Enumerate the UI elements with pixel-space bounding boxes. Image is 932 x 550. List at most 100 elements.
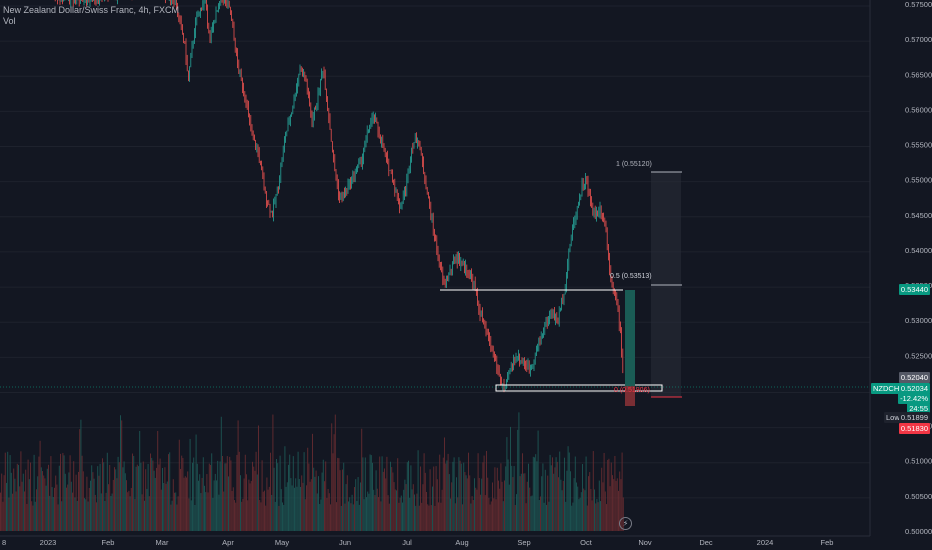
volume-bar — [436, 479, 438, 531]
volume-bar — [289, 454, 291, 531]
volume-bar — [135, 466, 137, 531]
volume-bar — [422, 484, 424, 531]
volume-bar — [223, 491, 225, 531]
time-axis[interactable]: 8 2023 Feb Mar Apr May Jun Jul Aug Sep Oct Nov Dec 20… — [0, 535, 870, 547]
volume-bar — [446, 460, 448, 531]
volume-bar — [153, 470, 155, 531]
volume-bar — [621, 452, 623, 531]
volume-bar — [129, 496, 131, 531]
volume-bar — [464, 472, 466, 531]
volume-bar — [182, 457, 184, 531]
volume-bar — [72, 492, 73, 531]
volume-bar — [192, 462, 193, 531]
volume-bar — [304, 499, 306, 531]
support-zone-rect[interactable] — [495, 384, 663, 392]
volume-bar — [295, 478, 297, 531]
volume-bar — [147, 464, 149, 531]
volume-bar — [578, 499, 580, 531]
volume-bar — [178, 439, 180, 531]
volume-legend-label[interactable]: Vol — [3, 16, 16, 26]
volume-bar — [169, 452, 171, 531]
volume-bar — [584, 490, 586, 531]
volume-bar — [416, 493, 418, 531]
volume-bar — [616, 478, 618, 531]
lightning-icon[interactable]: ⚡ — [619, 517, 632, 530]
position-profit-zone[interactable] — [625, 290, 635, 386]
volume-bar — [226, 456, 228, 531]
volume-bar — [388, 503, 390, 531]
volume-bar — [469, 475, 471, 531]
volume-bar — [582, 464, 583, 531]
volume-bar — [486, 450, 487, 531]
volume-bar — [74, 497, 76, 531]
volume-bar — [106, 452, 108, 531]
volume-bar — [559, 451, 561, 531]
volume-bar — [602, 482, 604, 531]
price-tick-label: 0.55500 — [905, 141, 932, 150]
volume-bar — [603, 452, 605, 531]
volume-bar — [320, 499, 322, 531]
volume-bar — [140, 462, 142, 531]
volume-bar — [134, 499, 136, 531]
low-price-label: 0.51899 — [898, 412, 930, 423]
change-percent-label: -12.42% — [898, 393, 930, 404]
volume-bar — [139, 430, 141, 531]
volume-bar — [606, 504, 607, 531]
chart-legend: New Zealand Dollar/Swiss Franc, 4h, FXCM… — [3, 5, 179, 27]
fib-level-0-label: 0 (0.51906) — [614, 387, 650, 394]
volume-bars — [0, 412, 624, 531]
fib-price-label: 0.53440 — [898, 284, 930, 295]
volume-bar — [232, 487, 234, 531]
volume-bar — [123, 461, 125, 531]
volume-bar — [568, 452, 570, 531]
volume-bar — [268, 486, 270, 531]
volume-bar — [518, 412, 520, 531]
volume-bar — [60, 453, 61, 531]
volume-bar — [84, 498, 85, 531]
volume-bar — [529, 487, 531, 531]
volume-bar — [228, 476, 229, 531]
volume-bar — [27, 459, 29, 531]
volume-bar — [15, 491, 17, 531]
volume-bar — [350, 503, 352, 531]
volume-bar — [142, 461, 144, 531]
volume-bar — [379, 456, 381, 531]
volume-bar — [91, 465, 93, 531]
volume-bar — [356, 501, 358, 531]
volume-bar — [580, 492, 582, 531]
volume-bar — [514, 505, 516, 531]
symbol-title[interactable]: New Zealand Dollar/Swiss Franc, 4h, FXCM — [3, 5, 180, 15]
volume-bar — [138, 466, 139, 531]
volume-bar — [470, 503, 472, 531]
volume-bar — [246, 474, 247, 531]
volume-bar — [495, 499, 497, 531]
chart-drawings[interactable] — [0, 171, 870, 406]
volume-bar — [506, 437, 508, 531]
volume-bar — [242, 498, 244, 531]
volume-bar — [421, 502, 423, 531]
volume-bar — [141, 494, 143, 531]
volume-bar — [43, 475, 45, 531]
volume-bar — [354, 487, 355, 531]
volume-bar — [612, 475, 613, 531]
volume-bar — [159, 458, 161, 531]
volume-bar — [387, 495, 389, 531]
volume-bar — [108, 484, 109, 531]
volume-bar — [314, 476, 316, 531]
price-axis[interactable]: 0.57500 0.57000 0.56500 0.56000 0.55500 0.550… — [869, 0, 932, 536]
position-loss-zone[interactable] — [625, 386, 635, 406]
volume-bar — [542, 463, 544, 531]
volume-bar — [552, 457, 553, 531]
volume-bar — [572, 502, 574, 531]
volume-bar — [384, 468, 385, 531]
volume-bar — [315, 470, 317, 531]
volume-bar — [3, 475, 5, 531]
volume-bar — [342, 469, 343, 531]
volume-bar — [618, 490, 619, 531]
volume-bar — [535, 454, 537, 531]
volume-bar — [244, 454, 246, 531]
volume-bar — [558, 477, 559, 531]
volume-bar — [219, 461, 221, 531]
volume-bar — [337, 457, 339, 531]
